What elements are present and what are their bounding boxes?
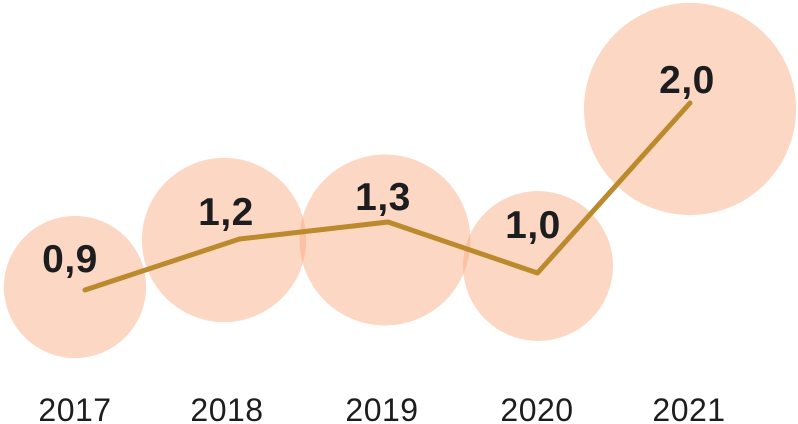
bubble-2019: [299, 154, 471, 326]
bubbles-layer: [3, 2, 797, 359]
value-label-2018: 1,2: [198, 191, 254, 234]
bubble-2017: [3, 215, 147, 359]
year-labels-layer: 2017 2018 2019 2020 2021: [38, 392, 725, 424]
trend-line: [82, 100, 693, 293]
year-label-2019: 2019: [345, 392, 418, 424]
year-label-2021: 2021: [652, 392, 725, 424]
year-label-2020: 2020: [500, 392, 573, 424]
value-label-2017: 0,9: [42, 238, 98, 281]
value-label-2021: 2,0: [659, 59, 715, 102]
year-label-2017: 2017: [38, 392, 111, 424]
year-label-2018: 2018: [190, 392, 263, 424]
value-label-2020: 1,0: [505, 204, 561, 247]
bubble-2018: [141, 157, 307, 323]
value-labels-layer: 0,9 1,2 1,3 1,0 2,0: [42, 59, 715, 281]
value-label-2019: 1,3: [355, 176, 411, 219]
